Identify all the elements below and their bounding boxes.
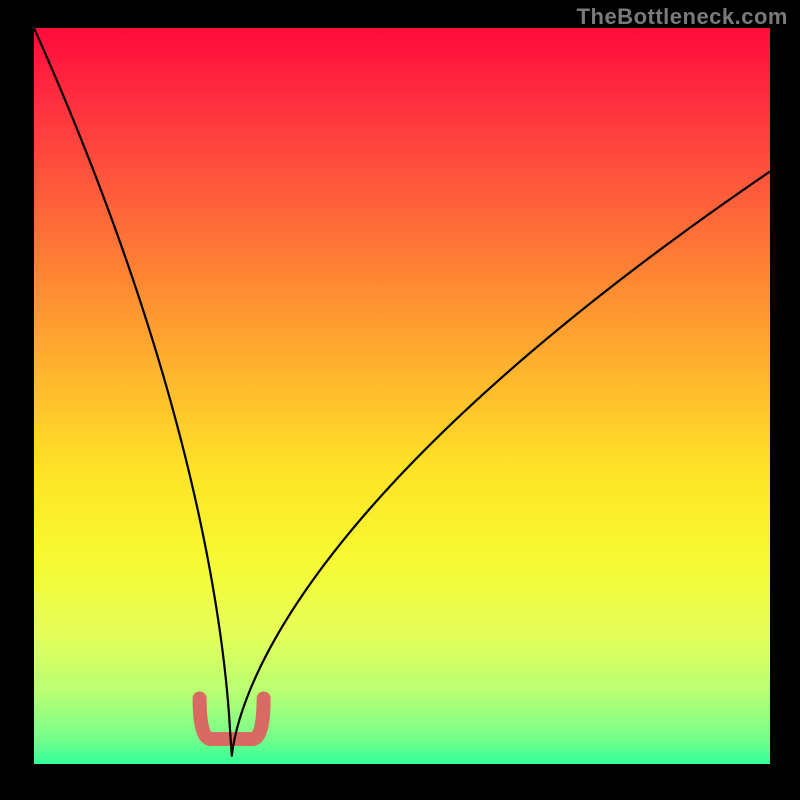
watermark-text: TheBottleneck.com [577, 4, 788, 30]
plot-background [34, 28, 770, 764]
chart-svg [0, 0, 800, 800]
chart-container: TheBottleneck.com [0, 0, 800, 800]
